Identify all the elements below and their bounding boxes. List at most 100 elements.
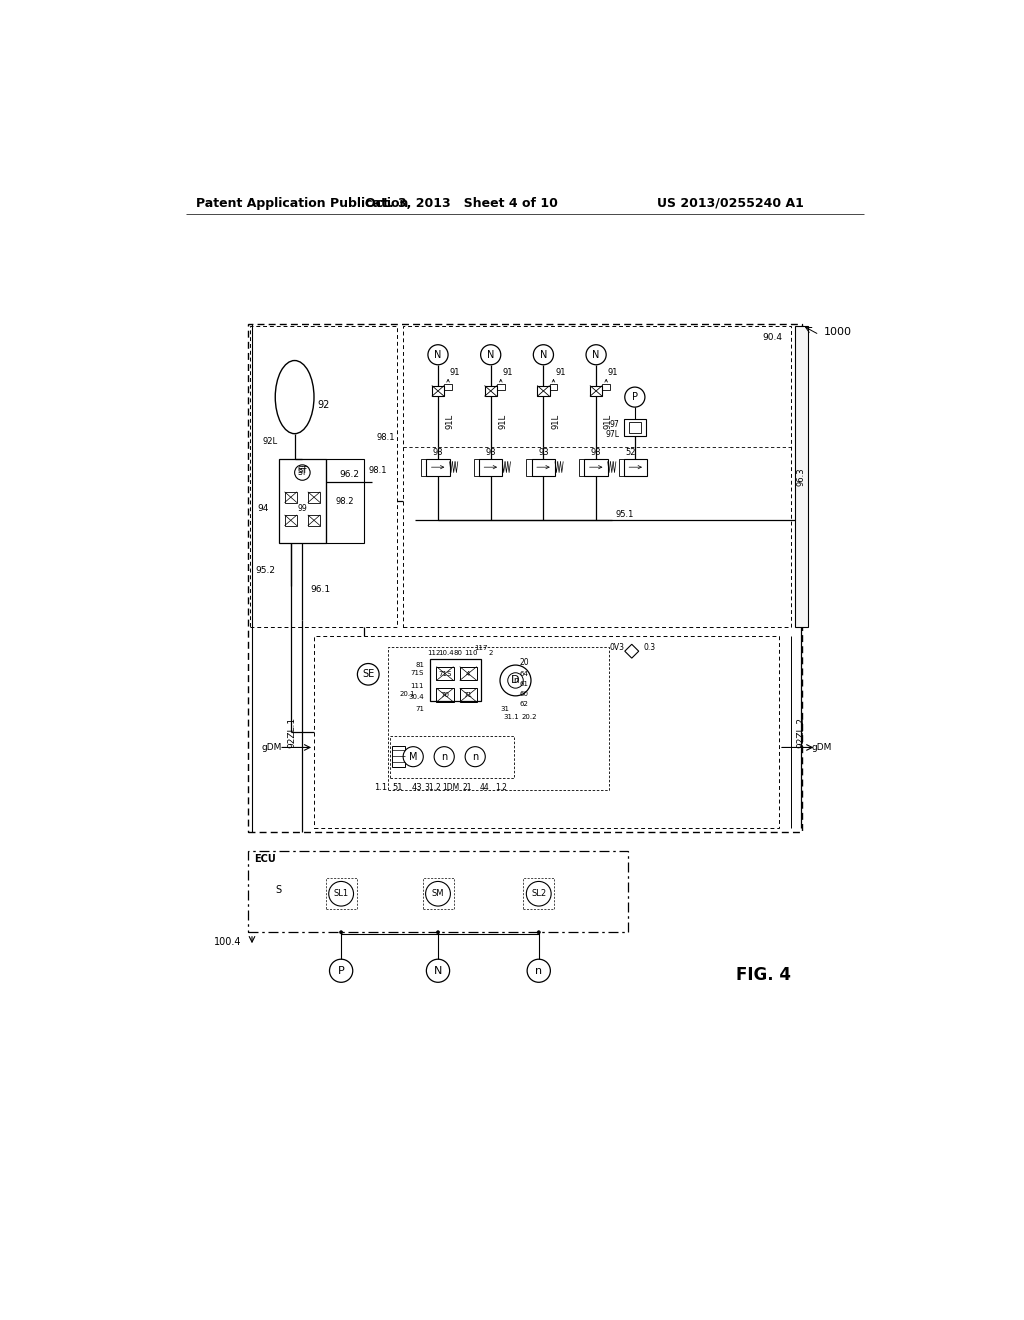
Text: 99: 99 <box>298 504 307 513</box>
Text: 98.1: 98.1 <box>369 466 387 475</box>
Circle shape <box>436 931 439 933</box>
Text: 111: 111 <box>411 682 424 689</box>
Bar <box>326 878 356 909</box>
Circle shape <box>434 747 455 767</box>
Text: n: n <box>441 751 447 762</box>
Text: 94: 94 <box>257 504 268 513</box>
Bar <box>629 422 641 433</box>
Text: 91: 91 <box>607 368 618 378</box>
Bar <box>388 647 608 789</box>
Text: 96.1: 96.1 <box>310 585 331 594</box>
Text: 95.2: 95.2 <box>255 566 275 574</box>
Text: N: N <box>540 350 547 360</box>
Bar <box>436 688 454 702</box>
Text: 92ZL.1: 92ZL.1 <box>288 717 297 747</box>
Bar <box>624 418 646 436</box>
Bar <box>248 323 802 832</box>
Circle shape <box>426 882 451 906</box>
Text: 90.4: 90.4 <box>763 334 782 342</box>
Circle shape <box>357 664 379 685</box>
Bar <box>484 385 497 396</box>
Text: M: M <box>409 751 418 762</box>
Text: 1.1: 1.1 <box>375 783 387 792</box>
Bar <box>280 459 326 544</box>
Text: N: N <box>593 350 600 360</box>
Bar <box>444 384 452 391</box>
Text: N: N <box>487 350 495 360</box>
Text: 91L: 91L <box>551 414 560 429</box>
Text: 110: 110 <box>464 649 477 656</box>
Bar <box>436 667 454 681</box>
Text: 64: 64 <box>519 672 528 677</box>
Text: FIG. 4: FIG. 4 <box>736 966 791 983</box>
Text: 1DM: 1DM <box>441 783 459 792</box>
Text: 92ZL.2: 92ZL.2 <box>797 717 805 747</box>
Text: D: D <box>511 676 520 685</box>
Text: 71: 71 <box>464 692 473 698</box>
Text: 51: 51 <box>392 783 403 792</box>
Bar <box>250 326 397 627</box>
Text: 93: 93 <box>591 447 601 457</box>
Text: 20: 20 <box>519 659 529 667</box>
Bar <box>390 737 514 779</box>
Circle shape <box>330 960 352 982</box>
Text: 4: 4 <box>466 671 470 677</box>
Bar <box>497 384 505 391</box>
Bar <box>590 385 602 396</box>
Text: 93: 93 <box>538 447 549 457</box>
Bar <box>432 385 444 396</box>
Circle shape <box>534 345 554 364</box>
Circle shape <box>527 960 550 982</box>
Text: 91L: 91L <box>499 414 508 429</box>
Text: 61: 61 <box>519 681 528 688</box>
Circle shape <box>526 882 551 906</box>
Text: 93: 93 <box>433 447 443 457</box>
Circle shape <box>625 387 645 407</box>
Text: 31: 31 <box>501 706 509 711</box>
Text: 91: 91 <box>503 368 513 378</box>
Text: 98.1: 98.1 <box>377 433 395 442</box>
Text: 91L: 91L <box>604 414 612 429</box>
Text: 95.1: 95.1 <box>615 510 634 519</box>
Bar <box>474 459 479 475</box>
Text: 81: 81 <box>415 663 424 668</box>
Text: 98.2: 98.2 <box>336 496 354 506</box>
Text: S: S <box>275 884 282 895</box>
Text: 31.1: 31.1 <box>504 714 519 719</box>
Circle shape <box>586 345 606 364</box>
Text: SL2: SL2 <box>531 890 547 898</box>
Bar <box>795 326 809 627</box>
Text: 60: 60 <box>519 690 528 697</box>
Text: ST: ST <box>297 466 307 475</box>
Bar <box>579 459 585 475</box>
Text: 97: 97 <box>609 420 620 429</box>
Text: 71: 71 <box>415 706 424 711</box>
Text: 71S: 71S <box>411 669 424 676</box>
Circle shape <box>426 960 450 982</box>
Text: 91: 91 <box>450 368 460 378</box>
Bar <box>308 492 321 503</box>
Text: n: n <box>472 751 478 762</box>
Circle shape <box>403 747 423 767</box>
Bar <box>426 459 450 475</box>
Text: P: P <box>632 392 638 403</box>
Text: 52: 52 <box>626 447 636 457</box>
Bar <box>326 459 365 544</box>
Text: Oct. 3, 2013   Sheet 4 of 10: Oct. 3, 2013 Sheet 4 of 10 <box>365 197 558 210</box>
Text: ECU: ECU <box>254 854 276 865</box>
Text: 0.3: 0.3 <box>643 643 655 652</box>
Text: 112: 112 <box>427 649 440 656</box>
Text: 1000: 1000 <box>824 326 852 337</box>
Circle shape <box>538 931 541 933</box>
Polygon shape <box>625 644 639 659</box>
Bar <box>403 326 791 627</box>
Text: 20.2: 20.2 <box>521 714 538 719</box>
Text: US 2013/0255240 A1: US 2013/0255240 A1 <box>656 197 804 210</box>
Text: n: n <box>536 966 543 975</box>
Circle shape <box>480 345 501 364</box>
Text: gDM: gDM <box>811 743 831 752</box>
Bar <box>430 659 480 701</box>
Text: Patent Application Publication: Patent Application Publication <box>197 197 409 210</box>
Text: 96.2: 96.2 <box>339 470 358 479</box>
Bar <box>314 636 779 829</box>
